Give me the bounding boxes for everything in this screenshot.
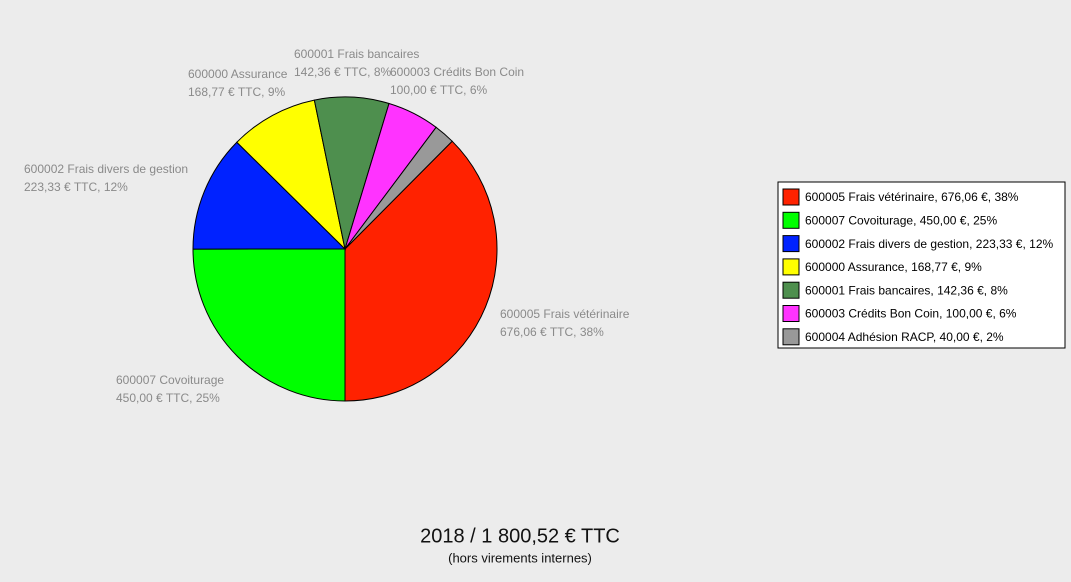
legend-label: 600007 Covoiturage, 450,00 €, 25%	[805, 213, 997, 227]
legend-swatch	[782, 235, 800, 253]
legend-swatch	[782, 211, 800, 229]
pie-slice	[192, 248, 346, 402]
slice-value-label: 223,33 € TTC, 12%	[24, 180, 128, 194]
legend-swatch	[782, 188, 800, 206]
pie-slice	[344, 126, 453, 250]
slice-label: 600005 Frais vétérinaire	[500, 307, 630, 321]
legend-swatch	[782, 258, 800, 276]
slice-value-label: 450,00 € TTC, 25%	[116, 391, 220, 405]
slice-label: 600001 Frais bancaires	[294, 47, 419, 61]
legend-label: 600004 Adhésion RACP, 40,00 €, 2%	[805, 330, 1004, 344]
slice-label: 600007 Covoiturage	[116, 373, 224, 387]
legend-label: 600005 Frais vétérinaire, 676,06 €, 38%	[805, 190, 1019, 204]
slice-label: 600002 Frais divers de gestion	[24, 162, 188, 176]
slice-value-label: 676,06 € TTC, 38%	[500, 325, 604, 339]
legend-label: 600001 Frais bancaires, 142,36 €, 8%	[805, 283, 1008, 297]
legend-label: 600002 Frais divers de gestion, 223,33 €…	[805, 237, 1053, 251]
pie-slice	[236, 99, 346, 251]
legend-box	[777, 181, 1066, 349]
slice-value-label: 100,00 € TTC, 6%	[390, 83, 487, 97]
slice-label: 600000 Assurance	[188, 67, 288, 81]
legend-label: 600000 Assurance, 168,77 €, 9%	[805, 260, 982, 274]
slice-value-label: 168,77 € TTC, 9%	[188, 85, 285, 99]
legend-swatch	[782, 328, 800, 346]
pie-slice	[192, 141, 347, 250]
footer-subtitle: (hors virements internes)	[448, 550, 592, 565]
slice-value-label: 142,36 € TTC, 8%	[294, 65, 391, 79]
pie-slice	[344, 140, 498, 402]
slice-label: 600003 Crédits Bon Coin	[390, 65, 524, 79]
legend-swatch	[782, 305, 800, 322]
footer-title: 2018 / 1 800,52 € TTC	[420, 525, 620, 547]
legend-swatch	[782, 281, 800, 299]
legend-label: 600003 Crédits Bon Coin, 100,00 €, 6%	[805, 307, 1017, 321]
